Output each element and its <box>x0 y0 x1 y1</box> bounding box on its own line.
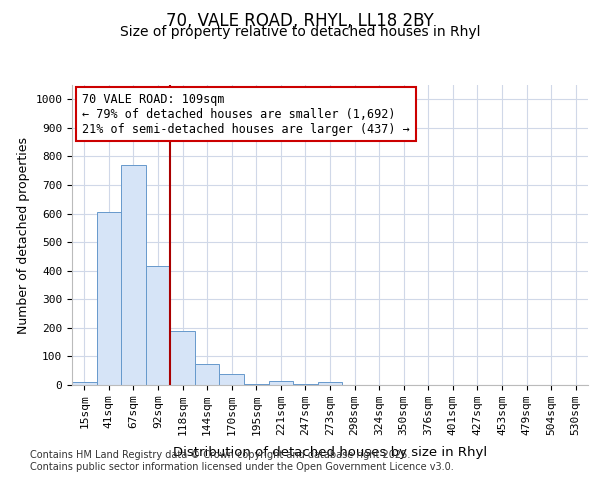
Bar <box>195 364 220 385</box>
Bar <box>244 384 269 385</box>
Bar <box>146 266 170 385</box>
Bar <box>269 380 293 385</box>
Bar <box>293 384 318 385</box>
Bar <box>220 374 244 385</box>
Bar <box>318 382 342 385</box>
Bar <box>72 382 97 385</box>
Text: Contains HM Land Registry data © Crown copyright and database right 2025.
Contai: Contains HM Land Registry data © Crown c… <box>30 450 454 471</box>
Bar <box>170 330 195 385</box>
Bar <box>121 165 146 385</box>
Text: Size of property relative to detached houses in Rhyl: Size of property relative to detached ho… <box>120 25 480 39</box>
Y-axis label: Number of detached properties: Number of detached properties <box>17 136 30 334</box>
X-axis label: Distribution of detached houses by size in Rhyl: Distribution of detached houses by size … <box>173 446 487 460</box>
Text: 70, VALE ROAD, RHYL, LL18 2BY: 70, VALE ROAD, RHYL, LL18 2BY <box>166 12 434 30</box>
Text: 70 VALE ROAD: 109sqm
← 79% of detached houses are smaller (1,692)
21% of semi-de: 70 VALE ROAD: 109sqm ← 79% of detached h… <box>82 92 410 136</box>
Bar <box>97 212 121 385</box>
